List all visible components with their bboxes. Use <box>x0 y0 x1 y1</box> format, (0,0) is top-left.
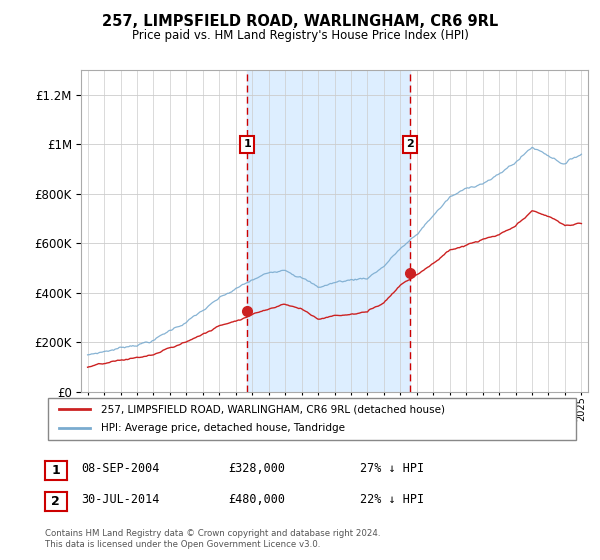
Text: 27% ↓ HPI: 27% ↓ HPI <box>360 462 424 475</box>
Text: 257, LIMPSFIELD ROAD, WARLINGHAM, CR6 9RL (detached house): 257, LIMPSFIELD ROAD, WARLINGHAM, CR6 9R… <box>101 404 445 414</box>
Text: 2: 2 <box>52 494 60 508</box>
Text: 1: 1 <box>52 464 60 477</box>
Text: Price paid vs. HM Land Registry's House Price Index (HPI): Price paid vs. HM Land Registry's House … <box>131 29 469 42</box>
Text: £480,000: £480,000 <box>228 493 285 506</box>
Text: 30-JUL-2014: 30-JUL-2014 <box>81 493 160 506</box>
Text: HPI: Average price, detached house, Tandridge: HPI: Average price, detached house, Tand… <box>101 423 345 433</box>
FancyBboxPatch shape <box>48 398 576 440</box>
Text: £328,000: £328,000 <box>228 462 285 475</box>
Text: Contains HM Land Registry data © Crown copyright and database right 2024.
This d: Contains HM Land Registry data © Crown c… <box>45 529 380 549</box>
Text: 08-SEP-2004: 08-SEP-2004 <box>81 462 160 475</box>
Bar <box>247 70 410 392</box>
Text: 22% ↓ HPI: 22% ↓ HPI <box>360 493 424 506</box>
Text: 1: 1 <box>244 139 251 150</box>
Text: 257, LIMPSFIELD ROAD, WARLINGHAM, CR6 9RL: 257, LIMPSFIELD ROAD, WARLINGHAM, CR6 9R… <box>102 14 498 29</box>
Text: 2: 2 <box>406 139 414 150</box>
